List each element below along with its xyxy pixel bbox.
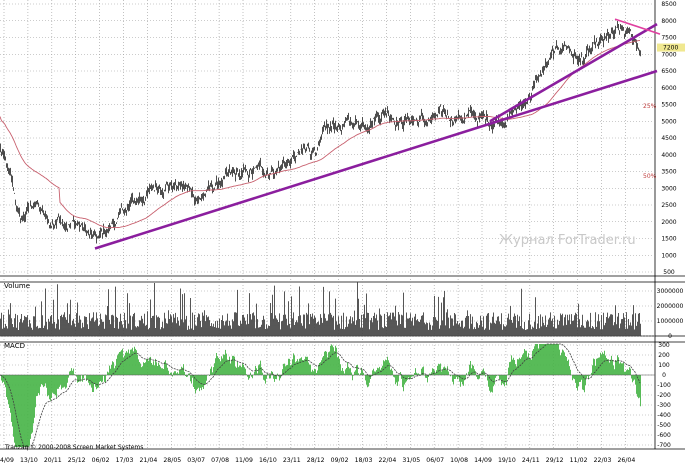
volume-title: Volume — [4, 282, 30, 290]
macd-histogram-series — [1, 344, 641, 447]
last-price-marker — [657, 43, 685, 52]
moving-average-line — [0, 40, 640, 229]
volume-y-tick-label: 0 — [668, 333, 672, 340]
x-tick-label: 31/05 — [402, 457, 420, 464]
price-y-tick-label: 4500 — [661, 135, 676, 142]
price-y-tick-label: 1500 — [661, 236, 676, 243]
x-tick-label: 11/09 — [235, 457, 253, 464]
price-y-tick-label: 3000 — [661, 185, 676, 192]
price-y-tick-label: 6500 — [661, 68, 676, 75]
macd-y-tick-label: 0 — [662, 372, 666, 379]
x-tick-label: 24/11 — [522, 457, 540, 464]
volume-y-tick-label: 2000000 — [657, 303, 684, 310]
macd-y-tick-label: 300 — [658, 342, 670, 349]
macd-histogram — [0, 343, 655, 448]
macd-signal-line — [0, 343, 641, 448]
price-y-tick-label: 6000 — [661, 85, 676, 92]
x-tick-label: 17/03 — [116, 457, 134, 464]
volume-bars — [0, 282, 641, 336]
macd-title: MACD — [4, 342, 25, 350]
x-tick-label: 11/02 — [570, 457, 588, 464]
last-price-label: 7200 — [663, 45, 678, 52]
price-y-tick-label: 1000 — [661, 252, 676, 259]
x-tick-label: 18/03 — [355, 457, 373, 464]
x-tick-label: 22/04 — [378, 457, 396, 464]
price-y-tick-label: 8000 — [661, 18, 676, 25]
x-tick-label: 25/12 — [68, 457, 86, 464]
price-y-tick-label: 4000 — [661, 152, 676, 159]
watermark: Журнал ForTrader.ru — [499, 233, 636, 248]
x-tick-label: 23/11 — [283, 457, 301, 464]
x-tick-label: 21/04 — [139, 457, 157, 464]
x-tick-label: 20/11 — [44, 457, 62, 464]
macd-y-tick-label: -700 — [657, 442, 671, 449]
copyright-text: Tranzaq © 2000-2008 Screen Market System… — [4, 444, 143, 451]
macd-y-tick-label: -600 — [657, 432, 671, 439]
x-tick-label: 03/07 — [187, 457, 205, 464]
volume-y-tick-label: 1000000 — [657, 318, 684, 325]
volume-y-tick-label: 3000000 — [657, 288, 684, 295]
lower-trendline — [94, 69, 658, 250]
x-tick-label: 16/10 — [259, 457, 277, 464]
price-layer — [0, 21, 641, 244]
macd-y-tick-label: -500 — [657, 422, 671, 429]
price-y-tick-label: 3500 — [661, 169, 676, 176]
trendlines-layer — [94, 18, 661, 250]
resistance-line — [614, 18, 661, 35]
x-tick-label: 29/12 — [546, 457, 564, 464]
x-tick-label: 09/02 — [331, 457, 349, 464]
x-tick-label: 07/08 — [211, 457, 229, 464]
macd-y-tick-label: -400 — [657, 412, 671, 419]
price-y-tick-label: 2000 — [661, 219, 676, 226]
price-y-tick-label: 7000 — [661, 51, 676, 58]
macd-y-tick-label: -300 — [657, 402, 671, 409]
x-tick-label: 19/10 — [498, 457, 516, 464]
x-tick-label: 28/05 — [163, 457, 181, 464]
price-y-tick-label: 7500 — [661, 35, 676, 42]
macd-y-tick-label: -100 — [657, 382, 671, 389]
x-tick-label: 26/04 — [617, 457, 635, 464]
macd-y-tick-label: 200 — [658, 352, 670, 359]
price-y-tick-label: 5000 — [661, 118, 676, 125]
macd-y-tick-label: -200 — [657, 392, 671, 399]
pct-label-50: 50% — [643, 173, 657, 180]
price-y-tick-label: 8500 — [661, 1, 676, 8]
macd-y-tick-label: 100 — [658, 362, 670, 369]
upper-trendline — [489, 22, 658, 123]
x-tick-label: 14/09 — [474, 457, 492, 464]
price-y-tick-label: 500 — [663, 269, 675, 276]
price-y-tick-label: 5500 — [661, 102, 676, 109]
price-y-tick-label: 2500 — [661, 202, 676, 209]
x-tick-label: 04/09 — [0, 457, 14, 464]
x-tick-label: 10/08 — [450, 457, 468, 464]
x-tick-label: 22/03 — [594, 457, 612, 464]
x-tick-label: 28/12 — [307, 457, 325, 464]
x-tick-label: 13/10 — [20, 457, 38, 464]
x-tick-label: 06/02 — [92, 457, 110, 464]
x-tick-label: 06/07 — [426, 457, 444, 464]
pct-label-25: 25% — [643, 103, 657, 110]
volume-bar-series — [0, 282, 641, 336]
